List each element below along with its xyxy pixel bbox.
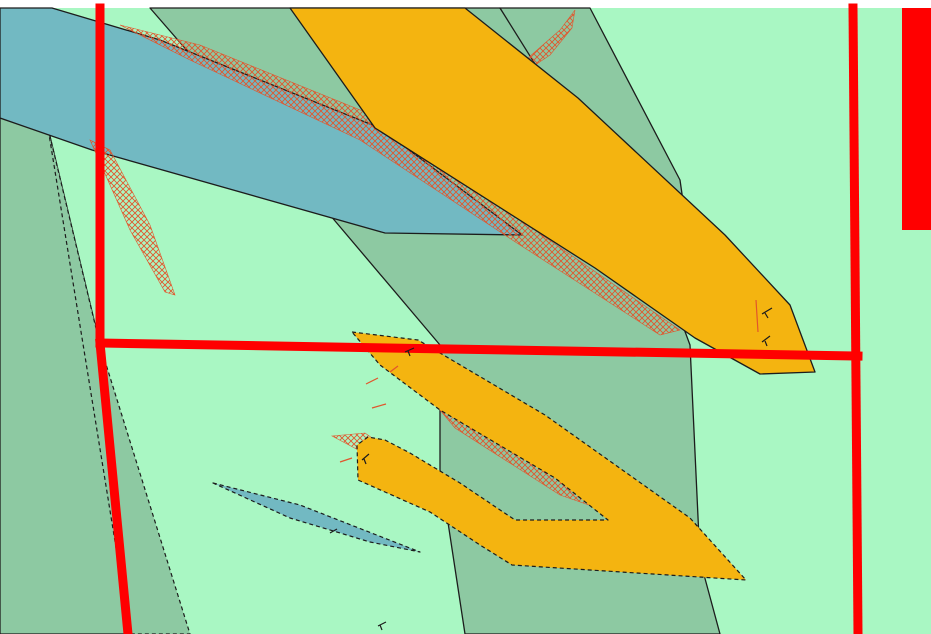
tick-mark bbox=[389, 365, 399, 373]
hatched-zone-north bbox=[119, 24, 681, 336]
orange-unit-main-band bbox=[289, 7, 816, 375]
tick-mark bbox=[339, 457, 353, 463]
tick-mark bbox=[755, 299, 759, 333]
tick-mark bbox=[365, 377, 379, 385]
top-margin bbox=[0, 0, 931, 8]
strike-dip-symbol bbox=[761, 307, 773, 319]
strike-dip-symbol bbox=[761, 335, 771, 347]
blue-unit-lens bbox=[212, 482, 421, 553]
strike-dip-symbol bbox=[404, 347, 415, 357]
tick-mark bbox=[371, 403, 387, 409]
strike-dip-symbol bbox=[361, 453, 370, 465]
orange-tick-marks bbox=[339, 299, 759, 463]
strike-dip-symbol bbox=[329, 528, 338, 534]
strike-dip-symbols bbox=[329, 307, 773, 631]
boundary-west-lower bbox=[95, 338, 133, 634]
boundary-east bbox=[848, 3, 863, 634]
legend-swatch-red bbox=[902, 8, 931, 230]
orange-unit-hook bbox=[351, 331, 747, 581]
strike-dip-symbol bbox=[377, 621, 387, 631]
boundary-horizontal bbox=[95, 338, 863, 361]
hatched-zone-west bbox=[89, 139, 176, 296]
boundary-lines bbox=[95, 3, 863, 634]
